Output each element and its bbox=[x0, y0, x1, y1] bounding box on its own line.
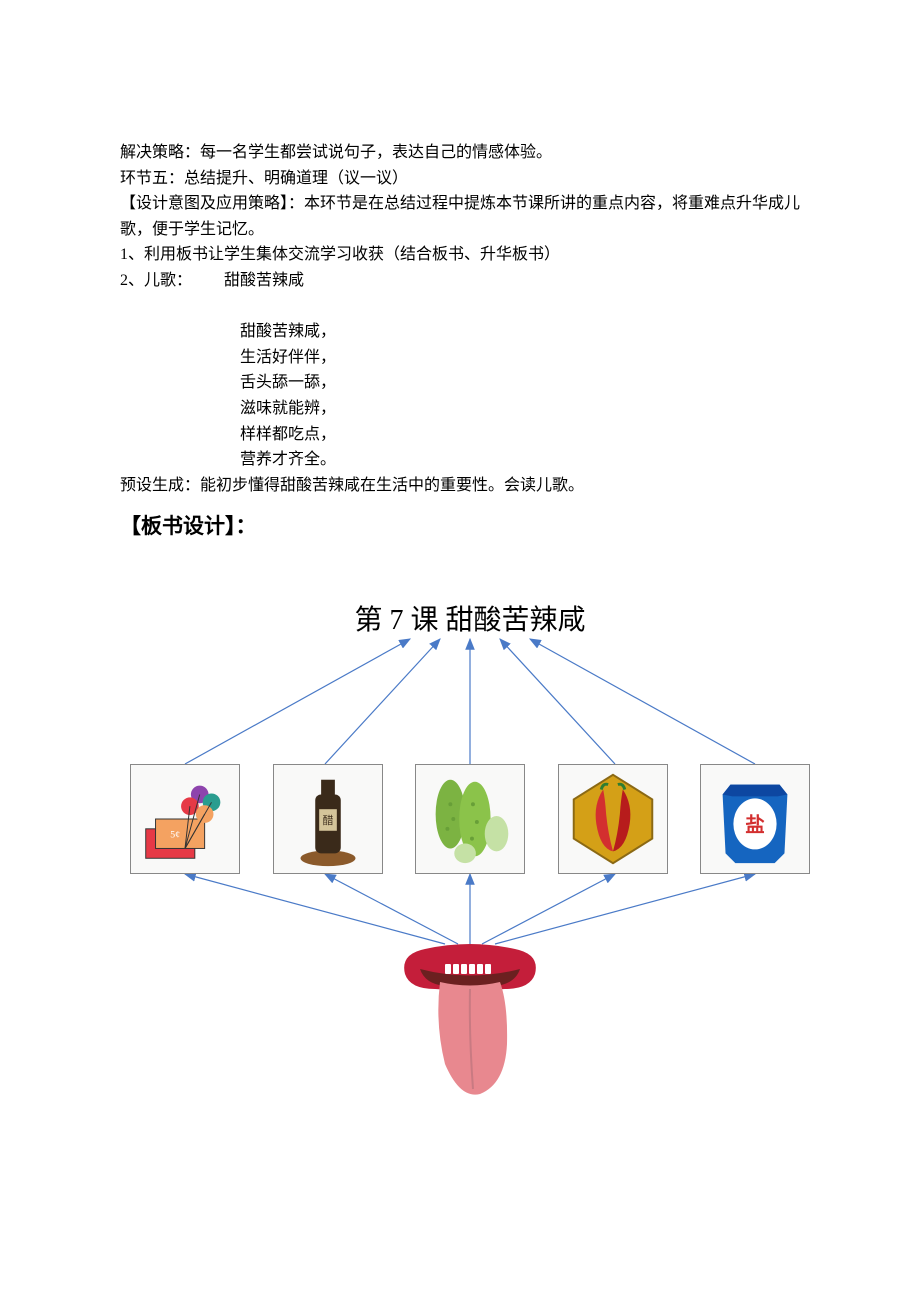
poem-title: 甜酸苦辣咸 bbox=[224, 272, 304, 289]
point-2: 2、儿歌： 甜酸苦辣咸 bbox=[120, 268, 800, 294]
poem-line: 甜酸苦辣咸， bbox=[240, 319, 800, 345]
board-diagram: 第 7 课 甜酸苦辣咸 5¢ 醋 bbox=[120, 564, 820, 1124]
food-sour: 醋 bbox=[273, 764, 383, 874]
food-salty: 盐 bbox=[700, 764, 810, 874]
point-1: 1、利用板书让学生集体交流学习收获（结合板书、升华板书） bbox=[120, 242, 800, 268]
poem-line: 滋味就能辨， bbox=[240, 396, 800, 422]
design-intent: 【设计意图及应用策略】：本环节是在总结过程中提炼本节课所讲的重点内容，将重难点升… bbox=[120, 191, 800, 242]
solve-strategy: 解决策略：每一名学生都尝试说句子，表达自己的情感体验。 bbox=[120, 140, 800, 166]
lesson-title: 第 7 课 甜酸苦辣咸 bbox=[120, 599, 820, 644]
board-design-label: 【板书设计】： bbox=[120, 510, 800, 544]
food-bitter bbox=[415, 764, 525, 874]
poem-line: 生活好伴伴， bbox=[240, 345, 800, 371]
food-row: 5¢ 醋 bbox=[120, 764, 820, 874]
tongue-icon bbox=[385, 934, 555, 1104]
poem-line: 营养才齐全。 bbox=[240, 447, 800, 473]
svg-text:醋: 醋 bbox=[322, 813, 333, 827]
poem-line: 舌头舔一舔， bbox=[240, 370, 800, 396]
svg-text:5¢: 5¢ bbox=[170, 830, 180, 841]
poem-block: 甜酸苦辣咸， 生活好伴伴， 舌头舔一舔， 滋味就能辨， 样样都吃点， 营养才齐全… bbox=[120, 319, 800, 473]
food-spicy bbox=[558, 764, 668, 874]
food-sweet: 5¢ bbox=[130, 764, 240, 874]
preset-outcome: 预设生成：能初步懂得甜酸苦辣咸在生活中的重要性。会读儿歌。 bbox=[120, 473, 800, 499]
section5-title: 环节五：总结提升、明确道理（议一议） bbox=[120, 166, 800, 192]
poem-line: 样样都吃点， bbox=[240, 422, 800, 448]
svg-text:盐: 盐 bbox=[745, 814, 765, 837]
point2-label: 2、儿歌： bbox=[120, 272, 192, 289]
